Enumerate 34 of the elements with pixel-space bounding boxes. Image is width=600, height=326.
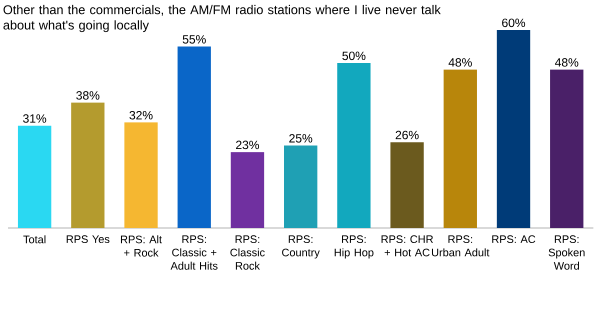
data-label: 32% xyxy=(129,110,153,120)
data-label: 60% xyxy=(502,18,526,28)
bar xyxy=(337,63,371,228)
x-tick-label: RPS: Alt + Rock xyxy=(120,235,162,257)
x-tick-label: RPS: AC xyxy=(492,235,536,244)
data-label: 31% xyxy=(23,114,46,123)
data-label: 23% xyxy=(236,140,260,150)
data-label: 25% xyxy=(289,134,312,143)
x-tick-label: RPS: Country xyxy=(282,235,320,259)
chart-title: Other than the commercials, the AM/FM radio stations where I live never talk about what's going locally xyxy=(3,4,441,32)
data-label: 48% xyxy=(554,58,578,67)
bar xyxy=(284,146,318,228)
bar xyxy=(390,142,424,228)
x-tick-label: RPS: Urban Adult xyxy=(432,235,490,256)
bar xyxy=(496,30,530,228)
data-label: 26% xyxy=(396,130,419,140)
x-tick-label: RPS: Hip Hop xyxy=(334,235,374,259)
x-tick-label: RPS: Classic Rock xyxy=(230,235,265,270)
data-label: 48% xyxy=(448,58,472,67)
bar xyxy=(71,102,104,228)
data-label: 55% xyxy=(182,35,206,44)
x-tick-label: RPS: CHR + Hot AC xyxy=(382,235,433,256)
data-label: 38% xyxy=(76,91,100,100)
x-tick-label: RPS: Classic + Adult Hits xyxy=(170,235,218,270)
bar xyxy=(178,46,211,228)
x-tick-label: RPS Yes xyxy=(66,235,110,244)
data-label: 50% xyxy=(342,52,366,60)
x-tick-label: RPS: Spoken Word xyxy=(548,235,585,270)
bar xyxy=(18,126,52,228)
bar xyxy=(124,122,158,228)
bar xyxy=(550,70,584,228)
bar xyxy=(230,152,264,228)
bar xyxy=(444,70,477,228)
x-tick-label: Total xyxy=(23,235,46,244)
